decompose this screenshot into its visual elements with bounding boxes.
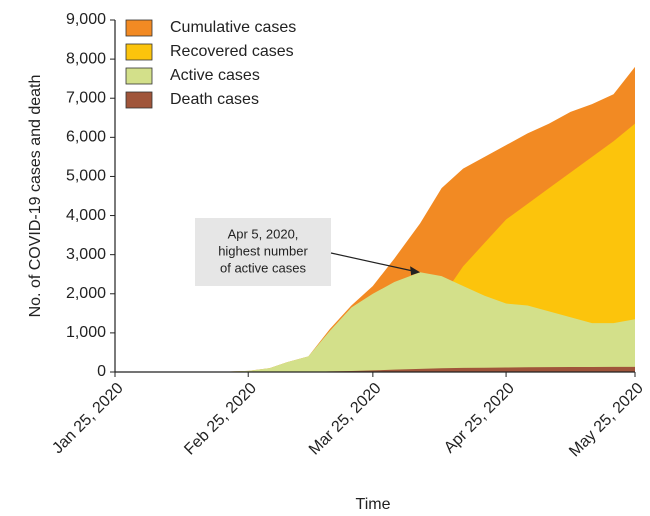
y-tick-label: 1,000: [66, 324, 106, 341]
y-axis-label: No. of COVID-19 cases and death: [27, 75, 44, 318]
legend-label: Active cases: [170, 67, 260, 84]
arrow-head: [410, 266, 421, 276]
annotation-arrow: [330, 252, 415, 272]
y-tick-label: 7,000: [66, 89, 106, 106]
y-tick-label: 6,000: [66, 129, 106, 146]
x-tick-label: Apr 25, 2020: [441, 380, 518, 457]
legend-label: Recovered cases: [170, 43, 294, 60]
y-tick-label: 9,000: [66, 11, 106, 28]
annotation-box: [195, 218, 331, 286]
x-tick-label: Mar 25, 2020: [306, 380, 385, 459]
x-tick-label: Feb 25, 2020: [181, 380, 260, 459]
legend-swatch: [125, 19, 153, 37]
annotation-text: Apr 5, 2020,: [228, 226, 299, 241]
x-axis-label: Time: [356, 496, 391, 513]
area: [115, 272, 635, 372]
x-tick-label: Jan 25, 2020: [49, 380, 127, 458]
y-tick-label: 0: [97, 363, 106, 380]
area: [115, 366, 635, 372]
x-tick-label: May 25, 2020: [566, 380, 647, 461]
annotation-text: of active cases: [220, 260, 306, 275]
annotation-text: highest number: [218, 243, 308, 258]
y-tick-label: 4,000: [66, 207, 106, 224]
y-tick-label: 3,000: [66, 246, 106, 263]
legend-label: Death cases: [170, 91, 259, 108]
legend-label: Cumulative cases: [170, 19, 296, 36]
legend-swatch: [125, 43, 153, 61]
y-tick-label: 5,000: [66, 168, 106, 185]
y-tick-label: 8,000: [66, 50, 106, 67]
legend-swatch: [125, 91, 153, 109]
y-tick-label: 2,000: [66, 285, 106, 302]
annotation: Apr 5, 2020, highest number of active case…: [195, 218, 421, 286]
legend-swatch: [125, 67, 153, 85]
